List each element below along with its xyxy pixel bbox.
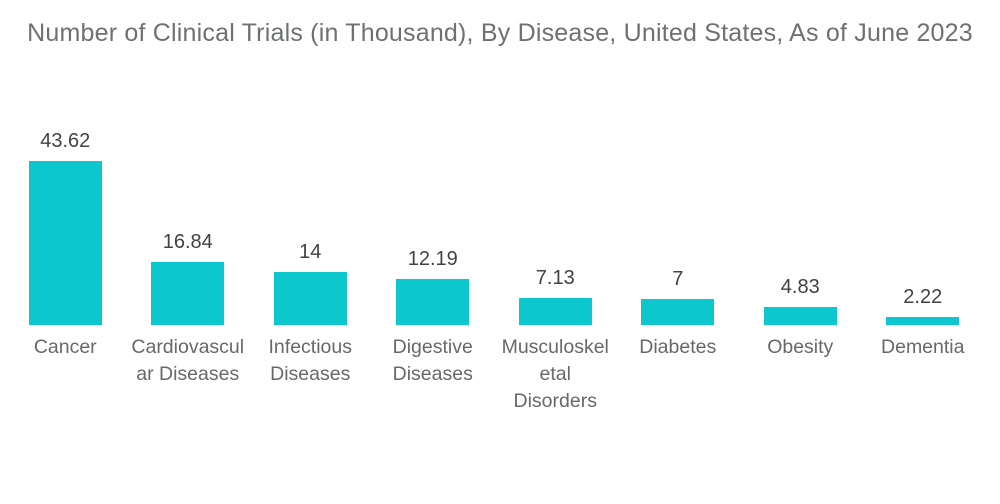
bar-value-label: 7 <box>672 267 684 290</box>
category-label: Infectious Diseases <box>268 336 352 385</box>
bar-digestive-diseases <box>396 279 470 325</box>
bar-group-diabetes: 7 Diabetes <box>617 129 740 415</box>
bar-value-label: 43.62 <box>40 130 91 152</box>
bar-group-infectious-diseases: 14 Infectious Diseases <box>249 129 372 415</box>
bar-column: 7 <box>641 129 715 325</box>
bar-group-cancer: 43.62 Cancer <box>4 129 127 415</box>
category-label: Cancer <box>33 336 97 358</box>
category-label: Digestive Diseases <box>392 336 473 385</box>
bar-group-cardiovascular-diseases: 16.84 Cardiovascul ar Diseases <box>127 129 250 415</box>
bar-column: 43.62 <box>28 129 102 325</box>
bar-column: 16.84 <box>151 129 225 325</box>
bar-obesity <box>763 306 837 325</box>
category-label: Obesity <box>767 336 834 358</box>
bar-group-dementia: 2.22 Dementia <box>862 129 985 415</box>
category-label: Musculoskel etal Disorders <box>501 336 609 412</box>
plot-area: 43.62 Cancer 16.84 Cardiovascul ar Diseases… <box>4 129 984 415</box>
bar-group-digestive-diseases: 12.19 Digestive Diseases <box>372 129 495 415</box>
bar-value-label: 4.83 <box>780 275 820 298</box>
bar-value-label: 16.84 <box>162 230 213 253</box>
bar-value-label: 7.13 <box>535 267 575 290</box>
bar-dementia <box>886 316 960 325</box>
bar-column: 2.22 <box>886 129 960 325</box>
category-label: Diabetes <box>639 336 717 358</box>
bar-group-obesity: 4.83 Obesity <box>739 129 862 415</box>
bar-column: 4.83 <box>763 129 837 325</box>
bar-column: 14 <box>273 129 347 325</box>
bar-value-label: 12.19 <box>407 248 458 271</box>
bar-cardiovascular-diseases <box>151 261 225 325</box>
bar-chart: Number of Clinical Trials (in Thousand),… <box>0 17 1000 415</box>
bar-column: 12.19 <box>396 129 470 325</box>
bar-group-musculoskeletal-disorders: 7.13 Musculoskel etal Disorders <box>494 129 617 415</box>
bar-value-label: 14 <box>299 241 322 264</box>
bar-musculoskeletal-disorders <box>518 298 592 325</box>
bar-infectious-diseases <box>273 272 347 325</box>
bar-column: 7.13 <box>518 129 592 325</box>
category-label: Dementia <box>881 336 965 358</box>
bar-diabetes <box>641 298 715 325</box>
chart-title: Number of Clinical Trials (in Thousand),… <box>27 19 973 47</box>
bar-cancer <box>28 161 102 325</box>
bar-value-label: 2.22 <box>903 285 943 308</box>
category-label: Cardiovascul ar Diseases <box>131 336 245 385</box>
